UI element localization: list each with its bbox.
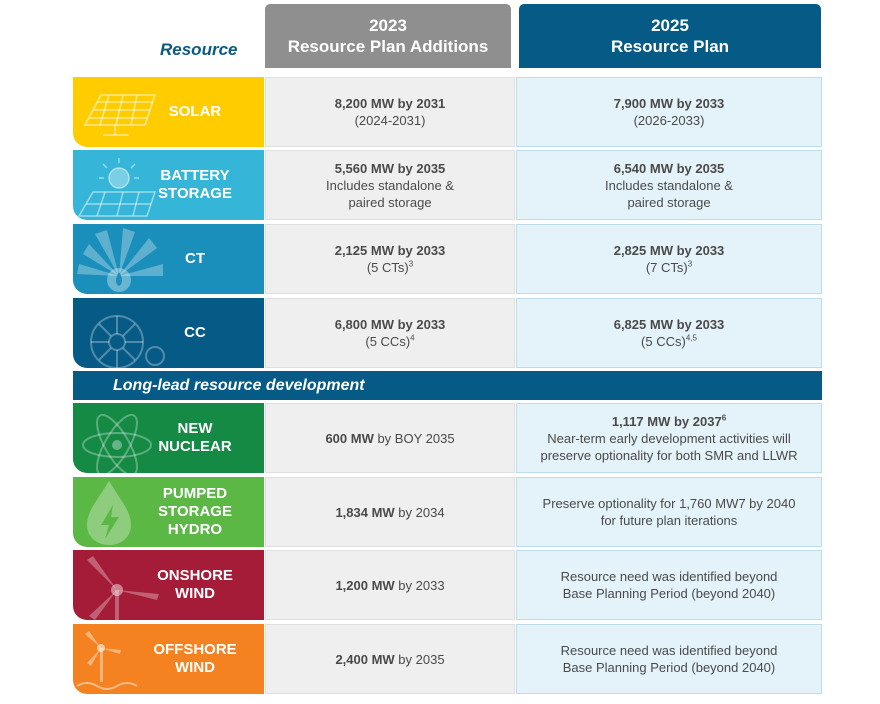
value-sub: Base Planning Period (beyond 2040) [562, 586, 776, 601]
value-sub: (2026-2033) [633, 113, 705, 128]
value-sub: paired storage [348, 194, 432, 210]
cell-2023-ct: 2,125 MW by 2033 (5 CTs)3 [265, 224, 515, 294]
resource-battery-storage: BATTERY STORAGE [73, 150, 264, 220]
resource-label: OFFSHORE WIND [145, 624, 245, 694]
turbine-flame-icon [77, 228, 163, 292]
cell-2023-offshore-wind: 2,400 MW by 2035 [265, 624, 515, 694]
value-main: 1,834 MW by 2034 [335, 504, 445, 520]
value-main: 7,900 MW by 2033 [613, 96, 725, 111]
value-main: 2,125 MW by 2033 [334, 243, 446, 258]
turbine-icon [90, 315, 165, 368]
resource-solar: SOLAR [73, 77, 264, 147]
value-main: 5,560 MW by 2035 [334, 160, 446, 176]
header-2025-title: Resource Plan [610, 37, 730, 56]
row-pumped-storage-hydro: PUMPED STORAGE HYDRO 1,834 MW by 2034 Pr… [73, 477, 822, 547]
cell-2023-onshore-wind: 1,200 MW by 2033 [265, 550, 515, 620]
cell-2023-new-nuclear: 600 MW by BOY 2035 [265, 403, 515, 473]
cell-2023-cc: 6,800 MW by 2033 (5 CCs)4 [265, 298, 515, 368]
solar-panel-icon [83, 94, 157, 136]
label-line: ONSHORE [157, 567, 233, 584]
value-sub: (5 CCs)4,5 [641, 333, 697, 349]
resource-label: BATTERY STORAGE [145, 150, 245, 220]
label-line: WIND [175, 585, 215, 602]
value-sub: Near-term early development activities w… [547, 430, 791, 446]
label-line: NUCLEAR [158, 438, 232, 455]
resource-cc: CC [73, 298, 264, 368]
value-main: 1,200 MW by 2033 [335, 577, 445, 593]
header-2023-additions: 2023 Resource Plan Additions [265, 4, 511, 68]
row-offshore-wind: OFFSHORE WIND 2,400 MW by 2035 Resource … [73, 624, 822, 694]
header-2023-year: 2023 [369, 16, 407, 35]
resource-label: SOLAR [168, 103, 222, 120]
resource-label: CT [185, 250, 205, 267]
resource-pumped-storage-hydro: PUMPED STORAGE HYDRO [73, 477, 264, 547]
long-lead-banner: Long-lead resource development [73, 371, 822, 400]
row-battery-storage: BATTERY STORAGE 5,560 MW by 2035 Include… [73, 150, 822, 220]
value-main: 6,825 MW by 2033 [613, 317, 725, 332]
cell-2025-battery-storage: 6,540 MW by 2035 Includes standalone & p… [516, 150, 822, 220]
header-2025-year: 2025 [651, 16, 689, 35]
value-sub: (5 CCs)4 [365, 333, 415, 349]
resource-label: CC [184, 324, 206, 341]
resource-new-nuclear: NEW NUCLEAR [73, 403, 264, 473]
cell-2025-pumped-storage-hydro: Preserve optionality for 1,760 MW7 by 20… [516, 477, 822, 547]
row-onshore-wind: ONSHORE WIND 1,200 MW by 2033 Resource n… [73, 550, 822, 620]
label-line: BATTERY [160, 167, 230, 184]
value-sub: paired storage [627, 194, 711, 210]
cell-2025-onshore-wind: Resource need was identified beyond Base… [516, 550, 822, 620]
cell-2025-offshore-wind: Resource need was identified beyond Base… [516, 624, 822, 694]
cell-2023-battery-storage: 5,560 MW by 2035 Includes standalone & p… [265, 150, 515, 220]
cell-2025-new-nuclear: 1,117 MW by 20376 Near-term early develo… [516, 403, 822, 473]
wind-turbine-icon [87, 556, 159, 620]
value-sub: Includes standalone & [326, 177, 454, 193]
cell-2025-solar: 7,900 MW by 2033 (2026-2033) [516, 77, 822, 147]
value-sub: preserve optionality for both SMR and LL… [540, 447, 798, 463]
value-main: 6,800 MW by 2033 [334, 317, 446, 332]
resource-label: NEW NUCLEAR [145, 403, 245, 473]
resource-column-header: Resource [160, 40, 238, 59]
resource-label: ONSHORE WIND [145, 550, 245, 620]
resource-label: PUMPED STORAGE HYDRO [145, 477, 245, 547]
value-sub: (5 CTs)3 [366, 259, 414, 275]
value-main: 600 MW by BOY 2035 [325, 430, 455, 446]
cell-2023-pumped-storage-hydro: 1,834 MW by 2034 [265, 477, 515, 547]
value-main: 2,825 MW by 2033 [613, 243, 725, 258]
label-line: HYDRO [167, 521, 223, 538]
row-solar: SOLAR 8,200 MW by 2031 (2024-2031) 7,900… [73, 77, 822, 147]
value-sub: Preserve optionality for 1,760 MW7 by 20… [542, 496, 796, 511]
value-main: 2,400 MW by 2035 [335, 651, 445, 667]
resource-onshore-wind: ONSHORE WIND [73, 550, 264, 620]
value-main: 1,117 MW by 20376 [611, 413, 727, 429]
value-main: 8,200 MW by 2031 [334, 96, 446, 111]
header-2025-plan: 2025 Resource Plan [519, 4, 821, 68]
water-drop-bolt-icon [87, 481, 131, 545]
value-sub: Includes standalone & [605, 177, 733, 193]
value-main: 6,540 MW by 2035 [613, 160, 725, 176]
value-sub: Resource need was identified beyond [560, 569, 778, 584]
header-2023-title: Resource Plan Additions [287, 37, 489, 56]
label-line: OFFSHORE [153, 641, 237, 658]
resource-ct: CT [73, 224, 264, 294]
row-cc: CC 6,800 MW by 2033 (5 CCs)4 6,825 MW by… [73, 298, 822, 368]
atom-icon [82, 413, 152, 473]
row-new-nuclear: NEW NUCLEAR 600 MW by BOY 2035 1,117 MW … [73, 403, 822, 473]
sun-battery-icon [77, 158, 157, 217]
value-sub: (2024-2031) [354, 113, 426, 128]
label-line: PUMPED [162, 485, 228, 502]
cell-2025-ct: 2,825 MW by 2033 (7 CTs)3 [516, 224, 822, 294]
cell-2023-solar: 8,200 MW by 2031 (2024-2031) [265, 77, 515, 147]
value-sub: for future plan iterations [600, 513, 738, 528]
cell-2025-cc: 6,825 MW by 2033 (5 CCs)4,5 [516, 298, 822, 368]
label-line: WIND [175, 659, 215, 676]
row-ct: CT 2,125 MW by 2033 (5 CTs)3 2,825 MW by… [73, 224, 822, 294]
resource-offshore-wind: OFFSHORE WIND [73, 624, 264, 694]
offshore-wind-icon [76, 631, 138, 690]
label-line: STORAGE [158, 185, 232, 202]
value-sub: Base Planning Period (beyond 2040) [562, 660, 776, 675]
value-sub: (7 CTs)3 [645, 259, 693, 275]
label-line: NEW [177, 420, 213, 437]
value-sub: Resource need was identified beyond [560, 643, 778, 658]
label-line: STORAGE [158, 503, 232, 520]
